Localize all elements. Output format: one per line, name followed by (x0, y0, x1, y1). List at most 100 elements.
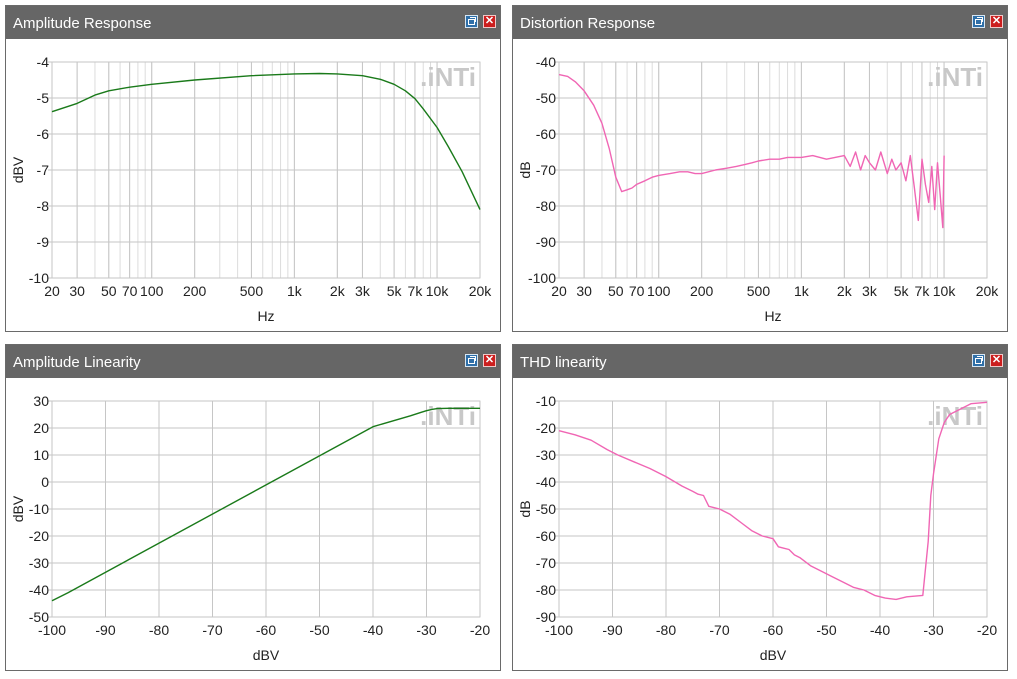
series-line (51, 72, 481, 210)
y-tick-label: -40 (29, 582, 49, 598)
nti-logo: .iNTi (927, 62, 983, 92)
close-icon[interactable]: ✕ (483, 15, 496, 28)
x-tick-label: 100 (647, 283, 671, 299)
x-tick-label: 7k (915, 283, 931, 299)
y-tick-label: -50 (29, 609, 49, 625)
panel-titlebar: Distortion Response ✕ (513, 6, 1007, 39)
y-tick-label: -20 (536, 420, 556, 436)
y-tick-label: -10 (29, 270, 49, 286)
x-tick-label: -30 (416, 622, 436, 638)
x-tick-label: -80 (149, 622, 169, 638)
x-tick-label: 200 (183, 283, 207, 299)
nti-logo: .iNTi (927, 401, 983, 431)
series-line (51, 407, 480, 602)
y-tick-label: -60 (536, 126, 556, 142)
x-tick-label: 500 (240, 283, 264, 299)
x-tick-label: 10k (933, 283, 957, 299)
restore-window-icon[interactable] (972, 354, 985, 367)
thd-linearity-chart: .iNTi -100 -90 -80 -70 -60 -50 -40 -30 -20 -10 -20 -… (517, 393, 997, 663)
y-axis-label: dBV (10, 156, 26, 183)
x-tick-label: -60 (763, 622, 783, 638)
x-tick-label: 100 (140, 283, 164, 299)
x-tick-label: 30 (576, 283, 592, 299)
y-tick-label: 0 (41, 474, 49, 490)
x-tick-label: 3k (862, 283, 878, 299)
x-tick-label: 7k (408, 283, 424, 299)
y-tick-label: -9 (37, 234, 50, 250)
y-tick-label: -80 (536, 198, 556, 214)
y-tick-label: -50 (536, 501, 556, 517)
x-tick-label: 20k (469, 283, 493, 299)
y-tick-label: -100 (528, 270, 556, 286)
y-tick-label: -10 (29, 501, 49, 517)
chart-title: THD linearity (520, 354, 607, 371)
amp-linearity-chart: .iNTi -100 -90 -80 -70 -60 -50 -40 -30 -20 30 20 10 0… (10, 393, 490, 663)
panel-dist-response: Distortion Response ✕ .iNTi 20 30 50 70 100 20… (512, 5, 1008, 332)
amp-response-chart: .iNTi 20 30 50 70 100 200 500 1k 2k 3k 5k 7k 10k 20k -4… (10, 54, 493, 324)
x-tick-label: -40 (363, 622, 383, 638)
x-tick-label: 3k (355, 283, 371, 299)
x-tick-label: 5k (894, 283, 910, 299)
x-tick-label: -100 (545, 622, 573, 638)
panel-titlebar: THD linearity ✕ (513, 345, 1007, 378)
y-tick-label: -4 (37, 54, 50, 70)
x-tick-label: -40 (870, 622, 890, 638)
x-tick-label: 30 (69, 283, 85, 299)
x-tick-label: -50 (816, 622, 836, 638)
x-tick-label: -20 (977, 622, 997, 638)
x-tick-label: 1k (287, 283, 303, 299)
chart-title: Amplitude Response (13, 15, 152, 32)
series-line (558, 73, 945, 229)
y-tick-label: -40 (536, 474, 556, 490)
panel-titlebar: Amplitude Response ✕ (6, 6, 500, 39)
nti-logo: .iNTi (420, 401, 476, 431)
x-axis-label: dBV (760, 647, 787, 663)
x-tick-label: 10k (426, 283, 450, 299)
y-axis-label: dB (517, 161, 533, 178)
y-axis-label: dB (517, 500, 533, 517)
y-tick-label: -60 (536, 528, 556, 544)
close-icon[interactable]: ✕ (483, 354, 496, 367)
x-tick-label: 200 (690, 283, 714, 299)
x-tick-label: 5k (387, 283, 403, 299)
x-tick-label: -100 (38, 622, 66, 638)
x-tick-label: -70 (202, 622, 222, 638)
panel-amp-response: Amplitude Response ✕ .iNTi 20 30 50 70 100 200… (5, 5, 501, 332)
x-axis-label: dBV (253, 647, 280, 663)
y-tick-label: 30 (33, 393, 49, 409)
y-tick-label: 20 (33, 420, 49, 436)
x-tick-label: -60 (256, 622, 276, 638)
nti-logo: .iNTi (420, 62, 476, 92)
y-tick-label: -30 (29, 555, 49, 571)
y-tick-label: -8 (37, 198, 50, 214)
restore-window-icon[interactable] (465, 354, 478, 367)
x-tick-label: -50 (309, 622, 329, 638)
close-icon[interactable]: ✕ (990, 15, 1003, 28)
y-tick-label: -5 (37, 90, 50, 106)
x-tick-label: -20 (470, 622, 490, 638)
y-tick-label: -70 (536, 555, 556, 571)
y-tick-label: -10 (536, 393, 556, 409)
series-line (558, 401, 988, 601)
x-tick-label: 70 (629, 283, 645, 299)
y-axis-label: dBV (10, 495, 26, 522)
x-tick-label: -90 (95, 622, 115, 638)
dist-response-chart: .iNTi 20 30 50 70 100 200 500 1k 2k 3k 5k 7k 10k 20k -4… (517, 54, 999, 324)
chart-title: Distortion Response (520, 15, 656, 32)
x-tick-label: 50 (101, 283, 117, 299)
x-tick-label: -30 (923, 622, 943, 638)
y-tick-label: 10 (33, 447, 49, 463)
y-tick-label: -7 (37, 162, 50, 178)
x-tick-label: -90 (602, 622, 622, 638)
y-tick-label: -50 (536, 90, 556, 106)
chart-title: Amplitude Linearity (13, 354, 141, 371)
x-tick-label: 500 (747, 283, 771, 299)
close-icon[interactable]: ✕ (990, 354, 1003, 367)
panel-thd-linearity: THD linearity ✕ .iNTi -100 -90 -80 -70 -60 -50… (512, 344, 1008, 671)
y-tick-label: -80 (536, 582, 556, 598)
restore-window-icon[interactable] (972, 15, 985, 28)
restore-window-icon[interactable] (465, 15, 478, 28)
x-axis-label: Hz (764, 308, 781, 324)
panel-titlebar: Amplitude Linearity ✕ (6, 345, 500, 378)
x-tick-label: 70 (122, 283, 138, 299)
